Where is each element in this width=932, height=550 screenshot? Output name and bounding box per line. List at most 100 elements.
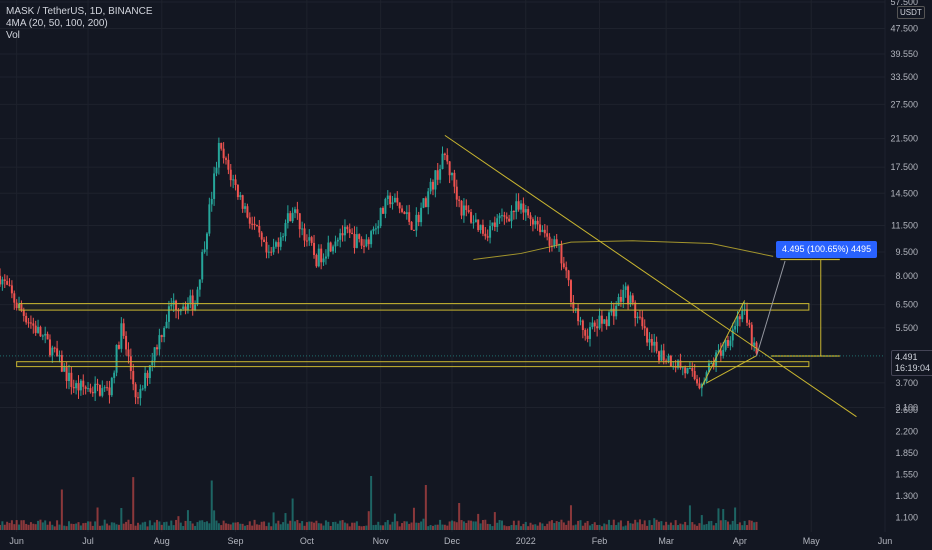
y-tick-label: 1.300 [895, 491, 918, 501]
candle-body [360, 238, 363, 246]
volume-bar [424, 485, 427, 530]
volume-bar [562, 522, 565, 530]
volume-bar [719, 520, 722, 530]
candle-body [422, 198, 425, 208]
candle-body [529, 215, 532, 220]
candle-body [534, 220, 537, 225]
candle-body [581, 320, 584, 331]
volume-bar [196, 522, 199, 530]
candle-body [734, 326, 737, 330]
volume-bar [696, 525, 699, 530]
candle-body [584, 330, 587, 336]
candle-body [175, 300, 178, 311]
candle-body [415, 214, 418, 231]
volume-bar [3, 524, 6, 530]
candle-body [317, 248, 320, 267]
candle-body [555, 239, 558, 245]
volume-bar [239, 523, 242, 530]
volume-bar [6, 521, 9, 530]
measure-label[interactable]: 4.495 (100.65%) 4495 [776, 241, 878, 259]
volume-bar [298, 523, 301, 530]
volume-bar [108, 525, 111, 530]
volume-bar [15, 520, 18, 530]
candle-body [365, 239, 368, 247]
volume-bar [203, 522, 206, 530]
candle-body [467, 210, 470, 213]
candle-body [477, 219, 480, 231]
candle-body [339, 233, 342, 240]
candle-body [405, 212, 408, 215]
candle-body [650, 338, 653, 346]
candle-body [163, 328, 166, 338]
volume-bar [707, 521, 710, 530]
y-tick-label: 8.000 [895, 271, 918, 281]
volume-bar [372, 525, 375, 530]
volume-bar [736, 524, 739, 530]
volume-bar [693, 524, 696, 530]
candle-body [443, 153, 446, 156]
volume-bar [674, 520, 677, 530]
candle-body [510, 210, 513, 222]
volume-bar [82, 523, 85, 530]
volume-bar [177, 516, 180, 530]
candle-body [110, 377, 113, 396]
y-tick-label: 3.100 [895, 402, 918, 412]
candle-body [598, 315, 601, 329]
volume-bar [72, 524, 75, 530]
projection-arrow [756, 260, 786, 357]
volume-bar [555, 521, 558, 530]
volume-bar [367, 511, 370, 530]
resistance-zone [18, 303, 810, 311]
candle-body [612, 308, 615, 317]
candle-body [87, 388, 90, 390]
volume-bar [401, 523, 404, 530]
volume-bar [167, 525, 170, 530]
candle-body [184, 306, 187, 311]
candle-body [289, 213, 292, 222]
volume-bar [51, 524, 54, 530]
volume-bar [305, 522, 308, 530]
volume-bar [472, 521, 475, 530]
candle-body [750, 324, 753, 346]
volume-bar [420, 521, 423, 530]
candle-body [298, 213, 301, 230]
candle-body [686, 368, 689, 374]
volume-bar [700, 515, 703, 530]
candle-body [148, 365, 151, 379]
grid [0, 0, 886, 532]
candle-body [301, 228, 304, 230]
volume-bar [386, 520, 389, 530]
volume-bar [698, 523, 701, 530]
volume-bar [96, 507, 99, 530]
volume-bar [358, 525, 361, 530]
volume-bar [605, 524, 608, 530]
volume-bar [205, 521, 208, 530]
candle-body [305, 240, 308, 242]
x-tick-label: Sep [228, 536, 244, 546]
volume-bar [32, 523, 35, 530]
volume-bar [362, 526, 365, 530]
candle-body [429, 181, 432, 192]
volume-bar [589, 525, 591, 530]
candle-body [367, 239, 370, 245]
volume-bar [329, 526, 332, 530]
candle-body [505, 216, 508, 219]
candle-body [543, 229, 546, 234]
x-tick-label: May [803, 536, 821, 546]
candle-body [22, 310, 25, 316]
volume-bar [393, 513, 396, 530]
volume-bar [417, 522, 420, 530]
volume-bar [87, 521, 90, 530]
volume-bar [634, 519, 637, 530]
currency-badge[interactable]: USDT [897, 6, 925, 19]
volume-bar [681, 524, 684, 530]
candle-body [374, 228, 377, 230]
candle-body [441, 153, 444, 169]
volume-bar [558, 521, 561, 530]
candle-body [565, 267, 568, 271]
volume-bar [546, 523, 549, 530]
volume-bar [627, 520, 630, 530]
volume-bar [146, 526, 149, 530]
candle-body [67, 372, 70, 381]
